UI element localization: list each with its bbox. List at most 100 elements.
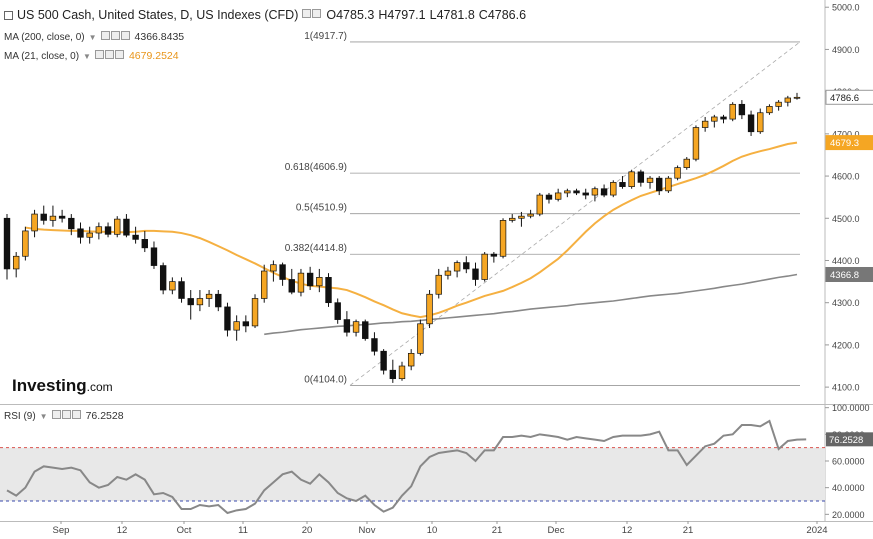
candle-body — [554, 192, 562, 200]
candle-body — [325, 277, 332, 304]
rsi-line — [6, 419, 807, 515]
time-tick-label: Sep — [53, 525, 70, 536]
time-tick-label: 20 — [302, 525, 313, 536]
candle-body — [334, 302, 341, 320]
price-tick-label: 4500.0 — [832, 214, 860, 224]
eye-icon[interactable] — [110, 31, 120, 40]
candle-body — [775, 101, 782, 107]
candle-body — [701, 120, 709, 128]
time-tick-label: 11 — [238, 525, 248, 536]
candle-body — [619, 182, 626, 187]
candle-body — [509, 217, 516, 221]
ma21-tools[interactable] — [94, 50, 125, 62]
candle-body — [637, 171, 645, 183]
settings-icon[interactable] — [302, 9, 312, 18]
eye-icon[interactable] — [312, 9, 322, 18]
ma200-tools[interactable] — [100, 31, 131, 43]
candle-body — [22, 230, 29, 257]
settings-icon[interactable] — [51, 410, 61, 419]
candle-body — [582, 192, 589, 196]
collapse-icon[interactable] — [4, 10, 13, 20]
time-tick-label: 10 — [427, 525, 438, 536]
candle-body — [738, 103, 746, 116]
high-label: H — [378, 8, 388, 22]
ma200-legend[interactable]: MA (200, close, 0) ▼ 4366.8435 — [4, 31, 184, 43]
candle-body — [481, 253, 488, 280]
dropdown-icon[interactable]: ▼ — [39, 411, 48, 421]
candle-body — [58, 215, 66, 219]
price-tick-label: 4100.0 — [832, 383, 860, 393]
candle-body — [591, 188, 599, 196]
rsi-label: RSI (9) — [4, 410, 36, 422]
close-icon[interactable] — [71, 410, 81, 419]
close-icon[interactable] — [120, 31, 130, 40]
candle-body — [196, 298, 204, 306]
candle-body — [205, 293, 213, 299]
price-tick-label: 5000.0 — [832, 3, 860, 13]
candle-body — [270, 264, 277, 272]
candle-body — [242, 321, 250, 327]
rsi-legend[interactable]: RSI (9) ▼ 76.2528 — [4, 410, 124, 422]
rsi-badge — [826, 432, 873, 447]
candle-body — [573, 190, 580, 194]
candle-body — [104, 226, 112, 235]
candle-body — [444, 270, 452, 276]
candle-body — [306, 272, 314, 287]
rsi-tools[interactable] — [51, 410, 82, 422]
candle-body — [233, 321, 240, 331]
close-icon[interactable] — [114, 50, 124, 59]
eye-icon[interactable] — [61, 410, 71, 419]
time-tick-label: 21 — [683, 525, 694, 536]
ma21-value: 4679.2524 — [128, 50, 179, 62]
logo-suffix: .com — [86, 380, 113, 394]
candle-body — [435, 274, 442, 295]
candle-body — [564, 190, 571, 194]
time-tick-label: 21 — [492, 525, 503, 536]
eye-icon[interactable] — [104, 50, 114, 59]
price-tick-label: 4300.0 — [832, 298, 860, 308]
rsi-band — [0, 447, 825, 501]
price-tick-label: 4600.0 — [832, 172, 860, 182]
candle-body — [729, 103, 736, 120]
candle-body — [169, 281, 176, 291]
candle-body — [527, 213, 534, 217]
fib-level-label: 0(4104.0) — [304, 374, 347, 385]
candle-body — [251, 298, 259, 327]
candle-body — [77, 228, 84, 238]
chart-tools[interactable] — [302, 9, 322, 21]
candle-body — [757, 112, 764, 133]
price-badge — [825, 89, 873, 105]
candle-body — [123, 218, 130, 236]
settings-icon[interactable] — [100, 31, 110, 40]
candle-body — [95, 226, 103, 234]
price-badge — [825, 266, 873, 282]
candle-body — [316, 277, 323, 287]
dropdown-icon[interactable]: ▼ — [88, 32, 97, 42]
candle-body — [132, 234, 139, 240]
fib-trend-line — [349, 41, 801, 386]
dropdown-icon[interactable]: ▼ — [83, 51, 91, 61]
close-value: 4786.6 — [487, 8, 527, 22]
close-label: C — [478, 8, 488, 22]
symbol-legend: US 500 Cash, United States, D, US Indexe… — [4, 8, 526, 22]
candle-body — [279, 264, 286, 280]
open-label: O — [326, 8, 337, 22]
candle-body — [371, 338, 378, 352]
price-tick-label: 4700.0 — [832, 129, 860, 139]
candle-body — [297, 272, 305, 293]
candle-body — [656, 177, 663, 192]
candle-body — [674, 167, 681, 179]
settings-icon[interactable] — [94, 50, 104, 59]
candle-body — [426, 293, 433, 325]
rsi-badge-label: 76.2528 — [829, 435, 863, 446]
candle-body — [711, 116, 718, 122]
candle-body — [793, 96, 801, 99]
candle-body — [224, 306, 231, 331]
candle-body — [380, 350, 387, 371]
candle-body — [389, 369, 397, 380]
price-badge — [825, 135, 873, 151]
ma21-legend[interactable]: MA (21, close, 0) ▼ 4679.2524 — [4, 50, 179, 62]
open-value: 4785.3 — [336, 8, 375, 22]
candle-body — [86, 232, 93, 238]
